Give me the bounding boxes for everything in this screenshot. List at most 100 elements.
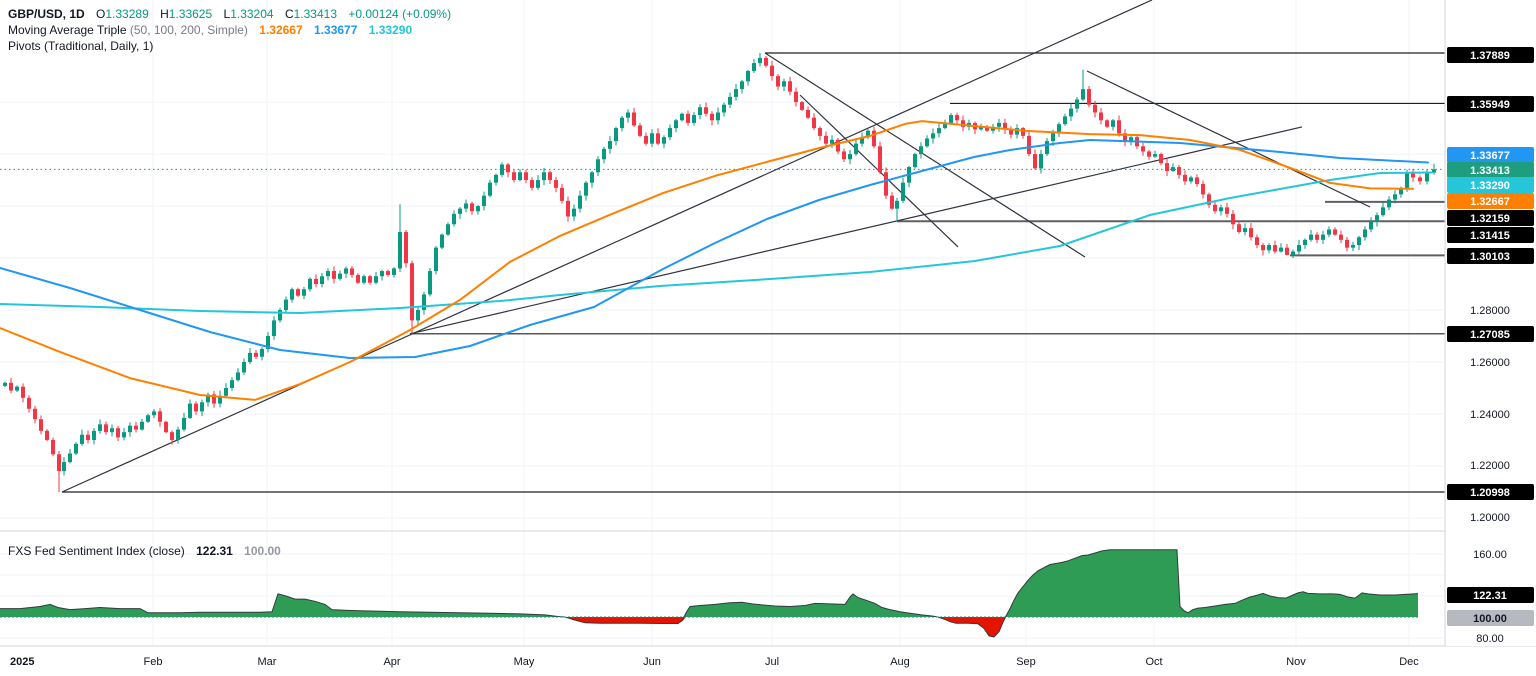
candle-body [458,208,462,214]
sentiment-indicator-title[interactable]: FXS Fed Sentiment Index (close) [8,544,185,558]
time-axis-month-label[interactable]: Jul [765,656,779,668]
pivots-indicator-row[interactable]: Pivots (Traditional, Daily, 1) [8,38,451,54]
sentiment-legend[interactable]: FXS Fed Sentiment Index (close) 122.31 1… [8,544,281,558]
candle-body [1363,229,1367,238]
candle-body [410,263,414,321]
candle-body [764,57,768,66]
candle-body [740,81,744,90]
time-axis-month-label[interactable]: Apr [383,656,400,668]
time-axis-month-label[interactable]: Jun [643,656,661,668]
candle-body [326,271,330,277]
symbol-ohlc-row[interactable]: GBP/USD, 1D O1.33289 H1.33625 L1.33204 C… [8,6,451,22]
time-axis-month-label[interactable]: Dec [1399,656,1419,668]
candle-body [1237,224,1241,233]
candle-body [686,113,690,123]
candle-body [997,122,1001,127]
candle-body [122,432,126,438]
ma100-line[interactable] [0,139,1429,359]
ma-indicator-title[interactable]: Moving Average Triple [8,23,127,37]
candle-body [386,271,390,275]
candle-body [548,172,552,181]
candle-body [614,128,618,142]
candle-body [1225,207,1229,214]
time-axis-month-label[interactable]: Oct [1145,656,1162,668]
candle-body [1399,189,1403,195]
open-value: 1.33289 [105,7,149,21]
time-axis-month-label[interactable]: Mar [258,656,277,668]
candle-body [452,213,456,225]
candle-body [1171,167,1175,171]
candle-body [662,137,666,144]
candle-body [1069,108,1073,117]
candle-body [1201,183,1205,195]
candle-body [626,112,630,118]
candle-body [937,128,941,134]
candle-body [476,206,480,212]
ma50-line[interactable] [0,120,1414,401]
candle-body [1231,213,1235,225]
candle-body [560,187,564,201]
candle-body [374,276,378,283]
candle-body [602,148,606,160]
ma50-value: 1.32667 [259,23,303,37]
candle-body [1099,112,1103,121]
candle-body [176,429,180,440]
axis-price-badge [1447,326,1534,342]
candle-body [680,113,684,121]
pivots-indicator-title[interactable]: Pivots (Traditional, Daily, 1) [8,39,154,53]
candle-body [92,430,96,440]
candle-body [1159,154,1163,164]
candle-body [1087,89,1091,105]
candle-body [164,421,168,433]
sentiment-line[interactable] [0,549,1419,638]
candle-body [1003,122,1007,130]
ma-indicator-row[interactable]: Moving Average Triple (50, 100, 200, Sim… [8,22,451,38]
time-axis-month-label[interactable]: May [514,656,535,668]
candle-series[interactable] [3,53,1436,492]
candle-body [884,172,888,196]
candle-body [1273,245,1277,252]
candle-body [158,411,162,422]
candle-body [698,107,702,116]
candle-body [1425,172,1429,182]
candle-body [848,154,852,160]
time-axis-month-label[interactable]: Feb [144,656,163,668]
axis-tick-label: 1.22000 [1470,460,1510,472]
low-label: L [223,7,231,21]
candle-body [1351,245,1355,248]
candle-body [284,299,288,311]
trendline[interactable] [61,0,1153,493]
time-axis-month-label[interactable]: Sep [1016,656,1036,668]
axis-price-badge [1447,227,1534,243]
candle-body [170,432,174,440]
candle-body [350,268,354,275]
candle-body [872,130,876,147]
ma-indicator-args: (50, 100, 200, Simple) [129,23,248,37]
candle-body [356,274,360,283]
candle-body [296,289,300,296]
time-axis-month-label[interactable]: Nov [1286,656,1306,668]
candle-body [1189,177,1193,182]
candle-body [128,425,132,433]
axis-price-badge [1447,248,1534,264]
candle-body [800,102,804,110]
candle-body [1105,120,1109,127]
axis-price-badge-label: 1.33290 [1470,180,1510,192]
trendline[interactable] [1086,70,1371,208]
time-axis-year-label[interactable]: 2025 [10,656,34,668]
axis-price-badge [1447,147,1534,163]
candle-body [62,462,66,472]
candle-body [1021,128,1025,136]
candle-body [566,200,570,217]
candle-body [1387,199,1391,208]
candle-body [1147,151,1151,157]
candle-body [470,203,474,212]
ma200-line[interactable] [0,171,1433,314]
trendline[interactable] [409,126,1303,335]
time-axis-month-label[interactable]: Aug [890,656,910,668]
trendline[interactable] [764,52,1086,258]
axis-price-badge [1447,177,1534,193]
symbol-title[interactable]: GBP/USD, 1D [8,7,85,21]
open-label: O [96,7,106,21]
